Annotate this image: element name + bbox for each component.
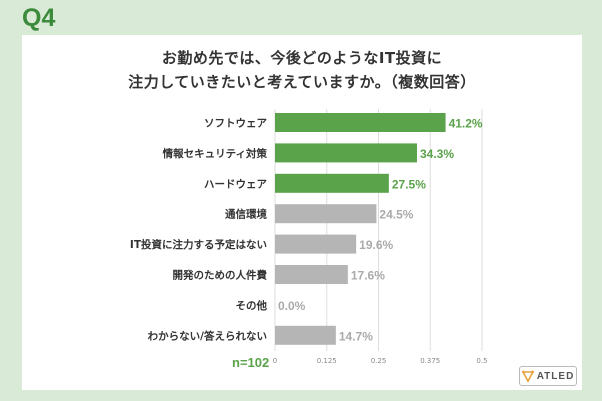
bar <box>275 143 418 163</box>
bar <box>275 325 336 345</box>
question-label: Q4 <box>22 4 56 32</box>
bar-chart: 0 0.125 0.25 0.375 0.5 ソフトウェア 41.2% 情報セキュリティ対策 3… <box>130 109 488 365</box>
x-tick-label: 0.125 <box>317 357 337 365</box>
data-label: 0.0% <box>278 299 306 313</box>
x-tick-label: 0.25 <box>371 357 387 365</box>
data-label: 27.5% <box>392 177 426 191</box>
category-label: 情報セキュリティ対策 <box>163 147 268 160</box>
data-label: 24.5% <box>379 208 413 222</box>
atled-logo: ATLED <box>519 366 577 386</box>
x-tick-label: 0 <box>273 357 277 365</box>
data-label: 14.7% <box>339 329 373 343</box>
category-label: ソフトウェア <box>204 118 267 130</box>
category-label: 開発のための人件費 <box>173 269 268 282</box>
chart-card: お勤め先では、今後どのようなIT投資に 注力していきたいと考えていますか。（複数… <box>22 35 582 390</box>
sample-size-label: n=102 <box>232 355 270 370</box>
atled-logo-icon <box>521 370 534 382</box>
category-label: ハードウェア <box>204 178 267 190</box>
category-label: 通信環境 <box>225 208 267 221</box>
data-label: 17.6% <box>351 269 385 283</box>
bar <box>275 173 389 193</box>
data-label: 19.6% <box>359 238 393 252</box>
bar <box>275 234 357 254</box>
bar <box>275 265 348 284</box>
logo-text: ATLED <box>536 370 575 382</box>
x-tick-label: 0.375 <box>420 357 440 365</box>
data-label: 41.2% <box>449 117 483 131</box>
category-label: IT投資に注力する予定はない <box>130 238 267 251</box>
chart-title-line-2: 注力していきたいと考えていますか。（複数回答） <box>128 73 476 91</box>
bar <box>275 204 377 224</box>
category-label: その他 <box>236 299 268 312</box>
data-label: 34.3% <box>420 147 454 161</box>
x-tick-label: 0.5 <box>476 357 487 365</box>
category-label: わからない/答えられない <box>148 329 267 342</box>
bar <box>275 113 446 132</box>
chart-title-line-1: お勤め先では、今後どのようなIT投資に <box>161 49 443 67</box>
